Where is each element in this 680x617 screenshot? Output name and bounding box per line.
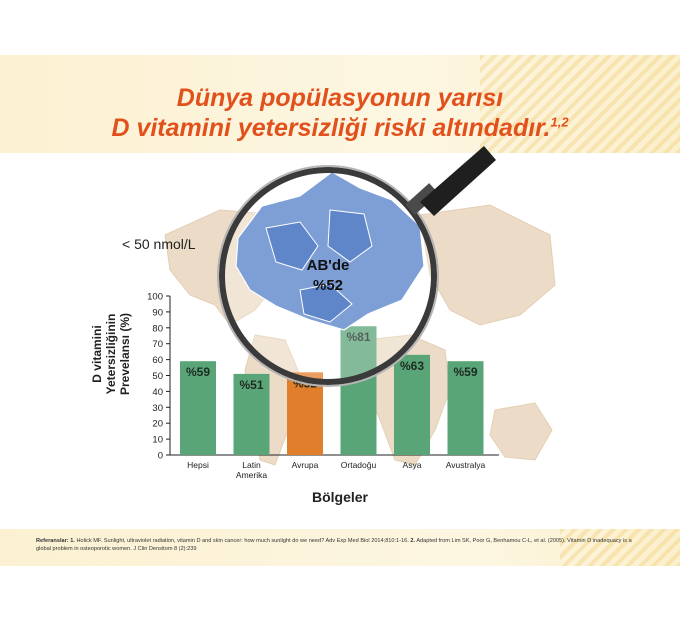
y-tick-label: 0 (158, 451, 163, 462)
ref1-number: 1. (70, 538, 75, 544)
europe-map-icon (235, 171, 425, 331)
magnifier-label-1: AB'de (307, 257, 350, 274)
header-band (0, 55, 680, 153)
y-tick-label: 100 (147, 292, 163, 303)
lens-rim (219, 167, 437, 385)
bar-data-label: %51 (239, 378, 263, 392)
bar (394, 354, 430, 455)
category-label: Amerika (236, 470, 267, 480)
category-label: Hepsi (187, 460, 209, 470)
bar (233, 373, 270, 455)
y-tick-label: 80 (152, 323, 163, 334)
y-tick-label: 10 (152, 435, 163, 446)
unit-label: < 50 nmol/L (122, 236, 196, 252)
handle-collar (405, 183, 439, 215)
bar-data-label: %63 (400, 359, 424, 373)
category-label: Ortadoğu (341, 460, 377, 470)
y-tick-label: 60 (152, 355, 163, 366)
x-axis-title: Bölgeler (311, 489, 368, 505)
references-label: Referanslar: (36, 538, 69, 544)
title-line-1: Dünya popülasyonun yarısı (176, 84, 504, 112)
ref1-text: Holick MF. Sunlight, ultraviolet radiati… (76, 538, 409, 544)
y-tick-label: 50 (152, 371, 163, 382)
title-line-2-text: D vitamini yetersizliği riski altındadır… (111, 114, 551, 142)
magnifier-handle (420, 146, 496, 216)
y-tick-label: 40 (152, 387, 163, 398)
category-label: Avustralya (446, 460, 486, 470)
bar (340, 326, 377, 455)
y-tick-label: 70 (152, 339, 163, 350)
y-tick-label: 20 (152, 419, 163, 430)
bar-data-label: %59 (453, 365, 477, 379)
header-stripes (480, 55, 680, 153)
category-label: Latin (242, 460, 261, 470)
category-label: Asya (403, 460, 422, 470)
footer-stripes (560, 529, 680, 566)
title-superscript: 1,2 (550, 114, 569, 130)
title-line-2: D vitamini yetersizliği riski altındadır… (0, 114, 680, 143)
ref2-text: Adapted from Lim SK, Poor G, Benhamou C-… (36, 538, 632, 552)
y-tick-label: 30 (152, 403, 163, 414)
bar (447, 361, 484, 455)
bar-data-label: %59 (186, 365, 210, 379)
magnifier-label-2: %52 (313, 277, 343, 294)
magnifier: AB'de %52 (217, 146, 496, 387)
category-label: Avrupa (292, 460, 319, 470)
bar-data-label: %81 (346, 330, 370, 344)
references: Referanslar: 1. Holick MF. Sunlight, ult… (36, 537, 648, 553)
y-tick-label: 90 (152, 307, 163, 318)
footer-band (0, 529, 680, 566)
ref2-number: 2. (410, 538, 416, 544)
bar (180, 361, 216, 455)
lens-rim-outer (217, 165, 439, 387)
